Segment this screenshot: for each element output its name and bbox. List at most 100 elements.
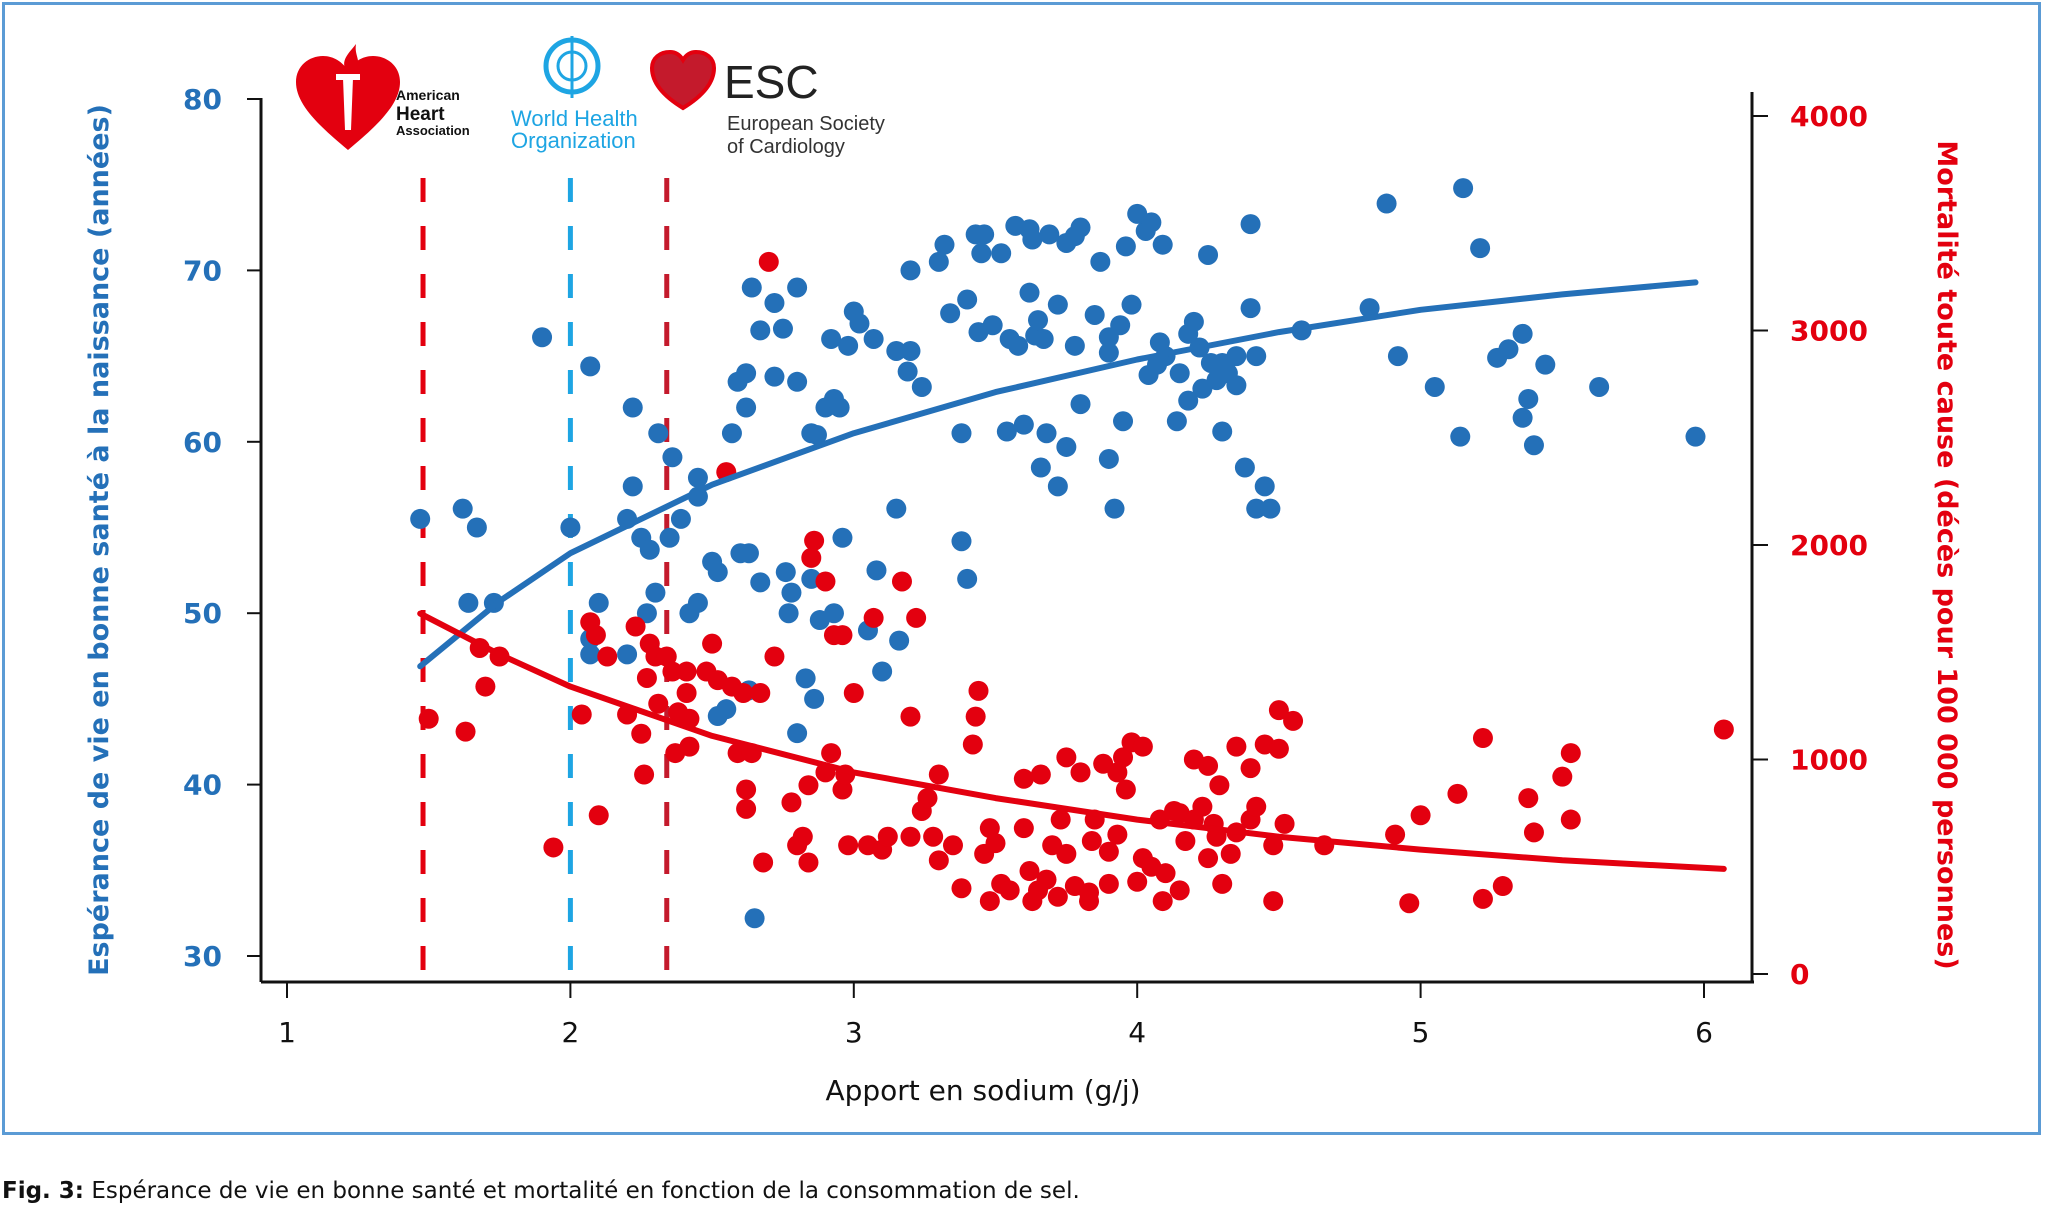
point-life-expectancy <box>1121 294 1142 315</box>
point-mortality <box>804 530 825 551</box>
point-life-expectancy <box>1022 229 1043 250</box>
point-mortality <box>733 683 754 704</box>
point-life-expectancy <box>1424 376 1445 397</box>
point-life-expectancy <box>707 562 728 583</box>
point-life-expectancy <box>687 592 708 613</box>
point-mortality <box>843 683 864 704</box>
point-mortality <box>821 743 842 764</box>
caption-label: Fig. 3: <box>2 1178 85 1204</box>
point-life-expectancy <box>1141 212 1162 233</box>
point-mortality <box>1169 880 1190 901</box>
point-life-expectancy <box>1019 282 1040 303</box>
who-logo: World Health Organization <box>511 36 638 153</box>
point-mortality <box>1263 835 1284 856</box>
aha-torch-icon <box>336 74 360 130</box>
point-mortality <box>1226 736 1247 757</box>
point-mortality <box>758 251 779 272</box>
point-life-expectancy <box>1498 339 1519 360</box>
point-life-expectancy <box>580 644 601 665</box>
point-mortality <box>1030 764 1051 785</box>
point-life-expectancy <box>1470 238 1491 259</box>
point-life-expectancy <box>951 531 972 552</box>
point-life-expectancy <box>639 539 660 560</box>
point-mortality <box>1019 861 1040 882</box>
point-life-expectancy <box>772 318 793 339</box>
point-mortality <box>1056 843 1077 864</box>
point-mortality <box>923 826 944 847</box>
point-mortality <box>1198 755 1219 776</box>
point-mortality <box>979 891 1000 912</box>
point-life-expectancy <box>560 517 581 538</box>
point-mortality <box>900 706 921 727</box>
x-tick-label: 1 <box>278 1016 296 1049</box>
point-mortality <box>455 721 476 742</box>
point-mortality <box>1047 886 1068 907</box>
trend-line-life-expectancy <box>417 279 1699 670</box>
point-life-expectancy <box>1450 426 1471 447</box>
point-mortality <box>1152 891 1173 912</box>
y-tick-label-right: 1000 <box>1790 744 1868 777</box>
y-tick-label-left: 70 <box>183 254 222 287</box>
point-mortality <box>634 764 655 785</box>
esc-logo: ESC European Society of Cardiology <box>649 49 885 158</box>
point-life-expectancy <box>1685 426 1706 447</box>
point-mortality <box>662 661 683 682</box>
point-mortality <box>702 633 723 654</box>
point-mortality <box>753 852 774 873</box>
point-life-expectancy <box>1098 448 1119 469</box>
point-life-expectancy <box>1512 407 1533 428</box>
point-life-expectancy <box>1070 394 1091 415</box>
point-life-expectancy <box>1008 335 1029 356</box>
y-tick-label-left: 40 <box>183 769 222 802</box>
point-life-expectancy <box>617 644 638 665</box>
point-mortality <box>798 775 819 796</box>
point-life-expectancy <box>1056 436 1077 457</box>
point-mortality <box>1447 783 1468 804</box>
point-mortality <box>1713 719 1734 740</box>
who-name-line2: Organization <box>511 128 636 153</box>
point-mortality <box>631 723 652 744</box>
point-life-expectancy <box>911 376 932 397</box>
point-mortality <box>727 743 748 764</box>
point-life-expectancy <box>662 447 683 468</box>
point-life-expectancy <box>1535 354 1556 375</box>
point-life-expectancy <box>974 224 995 245</box>
point-mortality <box>1518 788 1539 809</box>
point-life-expectancy <box>886 498 907 519</box>
point-mortality <box>1056 747 1077 768</box>
point-life-expectancy <box>872 661 893 682</box>
point-mortality <box>1283 710 1304 731</box>
esc-heart-icon <box>649 49 717 111</box>
point-life-expectancy <box>532 327 553 348</box>
point-life-expectancy <box>636 603 657 624</box>
point-mortality <box>1523 822 1544 843</box>
point-mortality <box>801 547 822 568</box>
y-tick-label-right: 2000 <box>1790 529 1868 562</box>
point-life-expectancy <box>829 397 850 418</box>
x-tick-label: 2 <box>561 1016 579 1049</box>
point-mortality <box>750 683 771 704</box>
point-mortality <box>679 736 700 757</box>
point-life-expectancy <box>1183 311 1204 332</box>
point-life-expectancy <box>781 582 802 603</box>
point-life-expectancy <box>804 688 825 709</box>
point-mortality <box>588 805 609 826</box>
figure-caption: Fig. 3: Espérance de vie en bonne santé … <box>2 1178 1080 1204</box>
x-tick-label: 6 <box>1695 1016 1713 1049</box>
point-life-expectancy <box>588 592 609 613</box>
point-life-expectancy <box>716 699 737 720</box>
point-life-expectancy <box>1104 498 1125 519</box>
point-mortality <box>951 878 972 899</box>
point-life-expectancy <box>452 498 473 519</box>
point-life-expectancy <box>1047 476 1068 497</box>
point-life-expectancy <box>957 568 978 589</box>
y-tick-label-left: 80 <box>183 83 222 116</box>
point-life-expectancy <box>1254 476 1275 497</box>
point-mortality <box>1274 813 1295 834</box>
point-life-expectancy <box>991 243 1012 264</box>
trend-line-mortality <box>417 610 1727 872</box>
axes: 1 2 3 4 5 6 30 40 50 60 70 80 0 1000 2000 3000 4000 <box>183 83 1868 1049</box>
point-life-expectancy <box>648 423 669 444</box>
aha-name-line3: Association <box>396 123 470 138</box>
point-mortality <box>543 837 564 858</box>
